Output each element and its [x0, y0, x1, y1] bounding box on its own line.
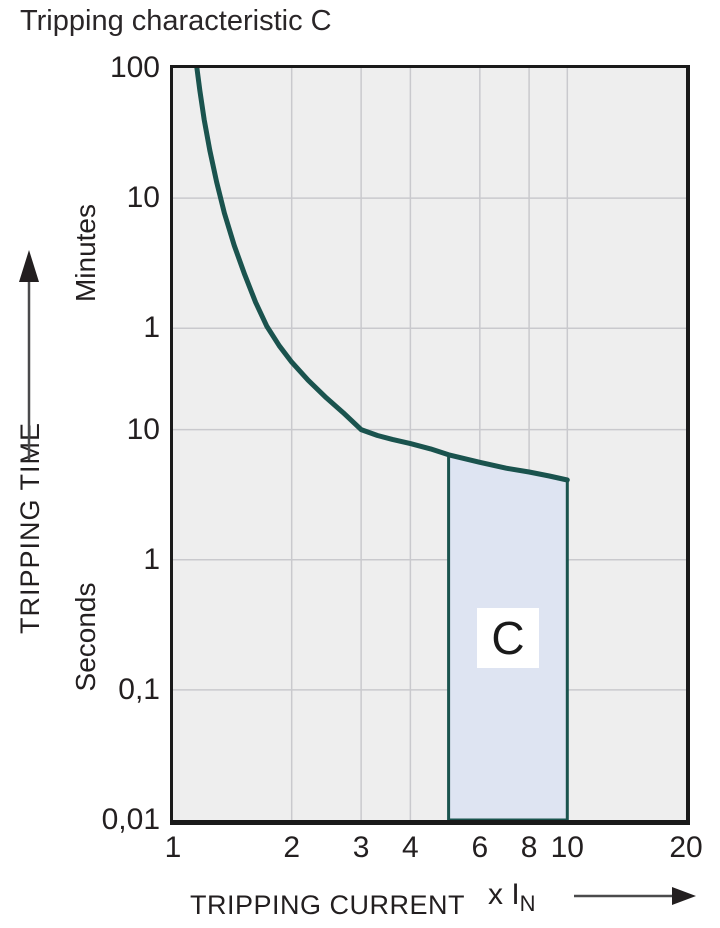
x-tick-label: 20 [669, 831, 703, 864]
y-tick-label: 10 [126, 412, 160, 446]
y-tick-label: 1 [143, 311, 160, 345]
x-tick-label: 10 [550, 831, 584, 864]
chart-canvas [173, 68, 686, 820]
x-axis-multiplier: x IN [488, 878, 536, 917]
x-tick-label: 3 [352, 831, 370, 864]
right-arrow-icon [574, 887, 696, 905]
x-multiplier-prefix: x I [488, 878, 520, 911]
y-tick-label: 1 [143, 542, 160, 576]
x-tick-label: 1 [164, 831, 182, 864]
plot-area: C [170, 65, 690, 825]
chart-title: Tripping characteristic C [20, 5, 332, 37]
x-tick-label: 2 [283, 831, 301, 864]
x-tick-label: 4 [402, 831, 419, 864]
x-tick-label: 6 [471, 831, 489, 864]
y-tick-label: 100 [109, 51, 160, 84]
y-tick-label: 10 [126, 181, 160, 215]
y-tick-label: 0,01 [101, 803, 160, 836]
y-tick-label: 0,1 [118, 672, 160, 706]
up-arrow-icon [19, 250, 39, 460]
tripping-curve [194, 68, 570, 483]
x-tick-label: 8 [520, 831, 538, 864]
x-multiplier-subscript: N [519, 891, 536, 916]
x-axis-title: TRIPPING CURRENT [190, 890, 466, 920]
region-label: C [477, 608, 539, 668]
